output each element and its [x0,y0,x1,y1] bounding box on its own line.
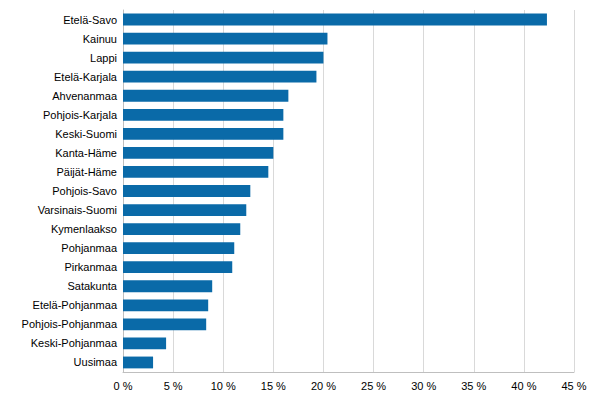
svg-text:15 %: 15 % [261,380,286,392]
svg-text:Pirkanmaa: Pirkanmaa [64,261,117,273]
svg-text:Keski-Suomi: Keski-Suomi [55,128,117,140]
svg-text:Kanta-Häme: Kanta-Häme [55,147,117,159]
svg-text:5 %: 5 % [164,380,183,392]
svg-text:Ahvenanmaa: Ahvenanmaa [52,90,118,102]
svg-text:30 %: 30 % [411,380,436,392]
svg-text:25 %: 25 % [361,380,386,392]
svg-text:Pohjois-Savo: Pohjois-Savo [52,185,117,197]
svg-text:Pohjanmaa: Pohjanmaa [61,242,118,254]
svg-text:Päijät-Häme: Päijät-Häme [56,166,117,178]
svg-text:Etelä-Karjala: Etelä-Karjala [54,71,118,83]
svg-text:Keski-Pohjanmaa: Keski-Pohjanmaa [31,337,118,349]
svg-text:Uusimaa: Uusimaa [74,356,118,368]
svg-text:0 %: 0 % [114,380,133,392]
svg-text:Etelä-Savo: Etelä-Savo [63,14,117,26]
svg-text:Varsinais-Suomi: Varsinais-Suomi [38,204,117,216]
svg-text:Kainuu: Kainuu [83,33,117,45]
svg-text:10 %: 10 % [211,380,236,392]
svg-text:40 %: 40 % [511,380,536,392]
svg-text:Kymenlaakso: Kymenlaakso [51,223,117,235]
svg-text:20 %: 20 % [311,380,336,392]
svg-text:Pohjois-Karjala: Pohjois-Karjala [43,109,118,121]
svg-text:Lappi: Lappi [90,52,117,64]
svg-text:Etelä-Pohjanmaa: Etelä-Pohjanmaa [33,299,118,311]
svg-text:Pohjois-Pohjanmaa: Pohjois-Pohjanmaa [22,318,118,330]
svg-text:45 %: 45 % [561,380,586,392]
svg-text:Satakunta: Satakunta [67,280,117,292]
svg-text:35 %: 35 % [461,380,486,392]
